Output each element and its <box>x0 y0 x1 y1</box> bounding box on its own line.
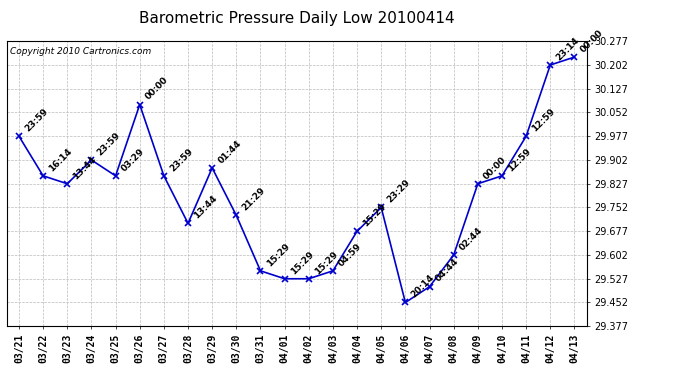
Text: 04:44: 04:44 <box>434 257 460 284</box>
Text: 20:14: 20:14 <box>410 273 436 300</box>
Text: 12:59: 12:59 <box>531 107 557 134</box>
Text: 23:59: 23:59 <box>23 107 50 134</box>
Text: 03:29: 03:29 <box>120 147 146 173</box>
Text: 15:29: 15:29 <box>362 202 388 228</box>
Text: 00:00: 00:00 <box>482 155 509 181</box>
Text: 23:14: 23:14 <box>555 36 581 62</box>
Text: 15:29: 15:29 <box>265 242 291 268</box>
Text: 00:00: 00:00 <box>144 75 170 102</box>
Text: 23:59: 23:59 <box>168 146 195 173</box>
Text: 23:59: 23:59 <box>96 130 122 157</box>
Text: 02:44: 02:44 <box>458 225 484 252</box>
Text: 00:00: 00:00 <box>579 28 605 54</box>
Text: 13:44: 13:44 <box>72 154 98 181</box>
Text: 12:59: 12:59 <box>506 146 533 173</box>
Text: Copyright 2010 Cartronics.com: Copyright 2010 Cartronics.com <box>10 47 151 56</box>
Text: 21:29: 21:29 <box>241 186 267 213</box>
Text: Barometric Pressure Daily Low 20100414: Barometric Pressure Daily Low 20100414 <box>139 11 455 26</box>
Text: 15:29: 15:29 <box>289 249 315 276</box>
Text: 01:44: 01:44 <box>217 138 243 165</box>
Text: 23:29: 23:29 <box>386 178 412 205</box>
Text: 15:29: 15:29 <box>313 249 339 276</box>
Text: 13:44: 13:44 <box>193 194 219 220</box>
Text: 04:59: 04:59 <box>337 242 364 268</box>
Text: 16:14: 16:14 <box>48 146 74 173</box>
